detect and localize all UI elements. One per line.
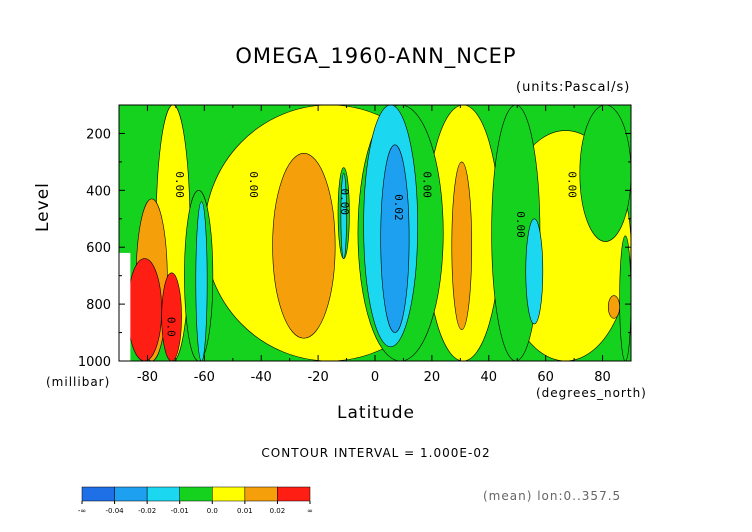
contour-region-red [127,258,162,361]
x-tick-label: 0 [371,370,379,385]
colorbar-tick-label: -0.01 [171,507,189,515]
x-tick-label: 80 [594,370,611,385]
x-axis-units: (degrees_north) [536,386,647,400]
contour-label: 0.0 [164,317,177,337]
contour-region-blue [380,144,410,333]
contour-region-orange [272,153,336,339]
colorbar-tick-label: -∞ [78,507,86,515]
contour-label: 0.00 [247,171,260,198]
contour-label: 0.00 [565,171,578,198]
colorbar-tick-label: 0.01 [237,507,253,515]
x-tick-label: -60 [194,370,215,385]
contour-regions [119,105,631,361]
contour-region-orange [607,295,620,319]
y-tick-label: 600 [86,241,111,256]
colorbar-bin [179,486,213,502]
y-tick-label: 200 [86,127,111,142]
colorbar-tick-label: 0.02 [270,507,286,515]
colorbar-tick-label: -0.04 [106,507,125,515]
y-tick-label: 800 [86,298,111,313]
colorbar-bin [146,486,180,502]
contour-region-cyan [525,218,544,325]
contour-label: 0.02 [392,194,405,221]
contour-region-green [579,105,631,242]
colorbar-bin [277,486,311,502]
contour-region-cyan [195,201,208,361]
y-axis-units: (millibar) [46,375,111,389]
colorbar-tick-label: -0.02 [138,507,156,515]
x-tick-label: 20 [424,370,441,385]
x-tick-label: -80 [137,370,158,385]
mean-footnote: (mean) lon:0..357.5 [483,489,622,503]
x-tick-label: 60 [537,370,554,385]
colorbar-bin [244,486,278,502]
contour-region-orange [451,161,473,331]
contour-label: 0.00 [338,188,351,215]
contour-label: 0.00 [420,171,433,198]
colorbar-bin [81,486,115,502]
chart-title: OMEGA_1960-ANN_NCEP [235,44,517,68]
missing-data-patch [119,252,131,361]
units-label: (units:Pascal/s) [516,80,631,95]
colorbar-tick-label: ∞ [307,507,313,515]
contour-label: 0.00 [514,211,527,238]
x-axis-label: Latitude [337,403,415,423]
contour-label: 0.00 [173,171,186,198]
colorbar-bin [212,486,246,502]
x-tick-label: 40 [481,370,498,385]
x-tick-label: -20 [307,370,328,385]
colorbar-tick-label: 0.0 [207,507,218,515]
y-tick-label: 400 [86,184,111,199]
y-tick-label: 1000 [78,355,111,370]
contour-interval-text: CONTOUR INTERVAL = 1.000E-02 [261,446,491,460]
contour-region-cyan [340,172,347,259]
contour-region-green [619,235,631,361]
colorbar-bin [114,486,148,502]
x-tick-label: -40 [251,370,272,385]
